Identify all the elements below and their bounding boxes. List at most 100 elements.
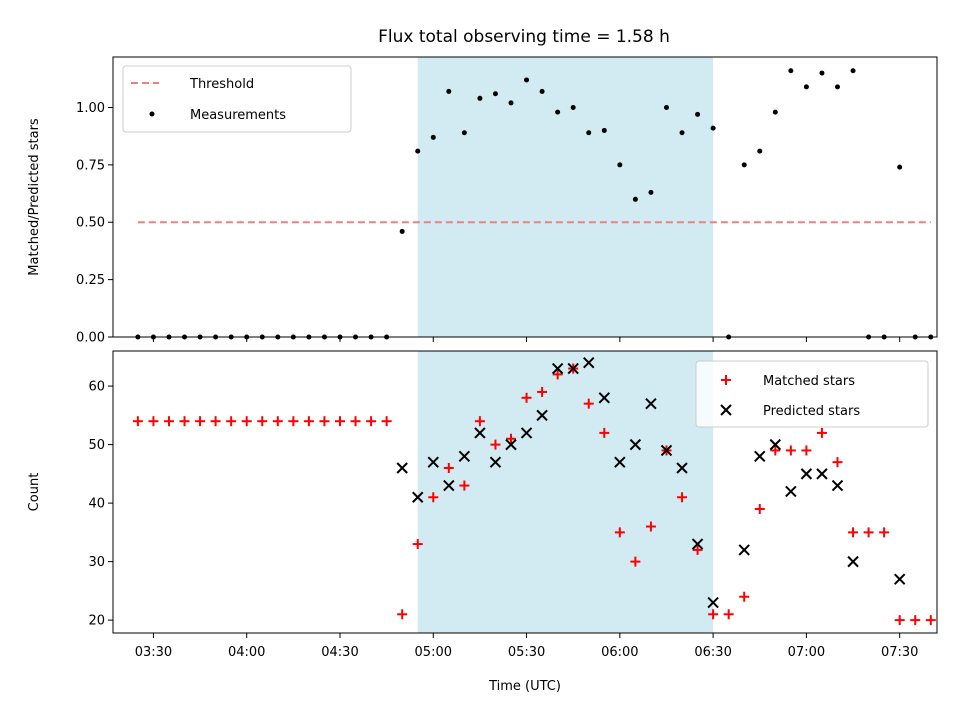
predicted-star-point bbox=[629, 438, 642, 451]
matched-star-point bbox=[848, 527, 859, 538]
measurement-point bbox=[679, 130, 685, 136]
matched-star-point bbox=[583, 398, 594, 409]
x-tick-label: 04:00 bbox=[228, 645, 265, 660]
matched-star-point bbox=[630, 556, 641, 567]
measurement-point bbox=[399, 228, 405, 234]
matched-star-point bbox=[319, 416, 330, 427]
top-x-ticks bbox=[152, 337, 901, 342]
measurement-point bbox=[632, 196, 638, 202]
predicted-star-point bbox=[800, 468, 813, 480]
bottom-legend-box bbox=[695, 360, 929, 428]
measurement-point bbox=[710, 125, 716, 131]
matched-star-point bbox=[288, 416, 299, 427]
x-tick-label: 03:30 bbox=[135, 645, 172, 660]
legend-measurements-swatch bbox=[149, 111, 155, 117]
predicted-star-point bbox=[660, 444, 673, 457]
predicted-star-point bbox=[893, 573, 906, 585]
matched-star-point bbox=[241, 416, 252, 427]
measurement-point bbox=[772, 109, 778, 115]
y-tick-label: 40 bbox=[88, 497, 105, 512]
legend-threshold-label: Threshold bbox=[189, 77, 254, 92]
predicted-star-point bbox=[474, 427, 486, 439]
predicted-star-point bbox=[738, 544, 750, 556]
top-panel-frame bbox=[112, 56, 938, 338]
matched-star-point bbox=[645, 521, 656, 532]
legend-matched-swatch bbox=[721, 375, 731, 385]
matched-star-point bbox=[366, 416, 377, 427]
matched-star-point bbox=[179, 416, 190, 427]
matched-star-point bbox=[490, 439, 501, 450]
measurement-point bbox=[695, 111, 701, 117]
measurement-point bbox=[648, 189, 654, 195]
measurement-point bbox=[539, 88, 545, 94]
predicted-star-point bbox=[536, 409, 548, 422]
predicted-star-point bbox=[847, 555, 859, 568]
predicted-star-point bbox=[707, 596, 719, 609]
measurement-point bbox=[663, 104, 669, 110]
predicted-star-point bbox=[769, 438, 782, 451]
y-tick-label: 0.75 bbox=[76, 158, 105, 173]
predicted-star-point bbox=[505, 438, 517, 451]
matched-star-point bbox=[257, 416, 268, 427]
measurement-point bbox=[850, 68, 856, 74]
matched-star-point bbox=[739, 591, 750, 602]
legend-plus-marker bbox=[721, 375, 731, 385]
y-tick-label: 1.00 bbox=[76, 101, 105, 116]
matched-star-point bbox=[863, 527, 874, 538]
y-tick-label: 20 bbox=[88, 614, 105, 629]
top-panel: 0.00 0.25 0.50 0.75 1.00 Matched/Predicted s… bbox=[27, 56, 938, 346]
predicted-star-point bbox=[614, 456, 626, 468]
matched-star-point bbox=[910, 615, 921, 626]
top-legend-box bbox=[122, 65, 352, 133]
measurement-point bbox=[788, 68, 794, 74]
x-tick-label: 04:30 bbox=[321, 645, 358, 660]
bottom-y-axis-label: Count bbox=[27, 473, 42, 512]
observing-window-shade bbox=[417, 57, 714, 337]
measurement-point bbox=[508, 100, 514, 106]
x-tick-label: 07:30 bbox=[881, 645, 918, 660]
chart-title: Flux total observing time = 1.58 h bbox=[378, 27, 670, 47]
x-tick-label: 05:30 bbox=[508, 645, 545, 660]
matched-star-point bbox=[334, 416, 345, 427]
x-tick-label: 06:30 bbox=[694, 645, 731, 660]
measurement-point bbox=[415, 148, 421, 154]
predicted-star-point bbox=[489, 456, 502, 468]
matched-star-point bbox=[879, 527, 890, 538]
matched-star-point bbox=[832, 457, 843, 468]
matched-star-point bbox=[599, 427, 610, 438]
measurement-point bbox=[492, 91, 498, 97]
legend-predicted-swatch bbox=[720, 404, 732, 416]
predicted-star-point bbox=[412, 491, 424, 503]
top-y-ticks: 0.00 0.25 0.50 0.75 1.00 bbox=[76, 101, 113, 346]
matched-star-point bbox=[894, 615, 905, 626]
y-tick-label: 0.25 bbox=[76, 273, 105, 288]
matched-star-point bbox=[195, 416, 206, 427]
bottom-panel: 20 30 40 50 60 03:30 04:00 04:30 05:00 05:30 06:0… bbox=[27, 350, 938, 694]
measurement-point bbox=[741, 162, 747, 168]
matched-star-point bbox=[816, 427, 827, 438]
predicted-star-point bbox=[754, 450, 766, 463]
predicted-star-point bbox=[443, 479, 455, 492]
legend-measurements-label: Measurements bbox=[190, 108, 286, 123]
matched-star-point bbox=[443, 463, 454, 474]
predicted-star-point bbox=[785, 485, 797, 498]
predicted-star-point bbox=[427, 456, 439, 468]
x-tick-label: 06:00 bbox=[601, 645, 638, 660]
observing-window-shade bbox=[417, 351, 714, 633]
matched-star-point bbox=[614, 527, 625, 538]
matched-star-point bbox=[272, 416, 283, 427]
matched-star-point bbox=[163, 416, 174, 427]
bottom-panel-frame bbox=[112, 350, 938, 634]
matched-star-point bbox=[723, 609, 734, 620]
matched-star-point bbox=[148, 416, 159, 427]
bottom-x-ticks: 03:30 04:00 04:30 05:00 05:30 06:00 06:30 07:00… bbox=[135, 633, 918, 660]
measurement-point bbox=[819, 70, 825, 76]
measurement-point bbox=[477, 95, 483, 101]
matched-star-point bbox=[677, 492, 688, 503]
matched-star-point bbox=[801, 445, 812, 456]
y-tick-label: 60 bbox=[88, 380, 105, 395]
matched-star-point bbox=[506, 433, 517, 444]
measurement-point bbox=[461, 130, 467, 136]
predicted-star-point bbox=[567, 362, 579, 375]
